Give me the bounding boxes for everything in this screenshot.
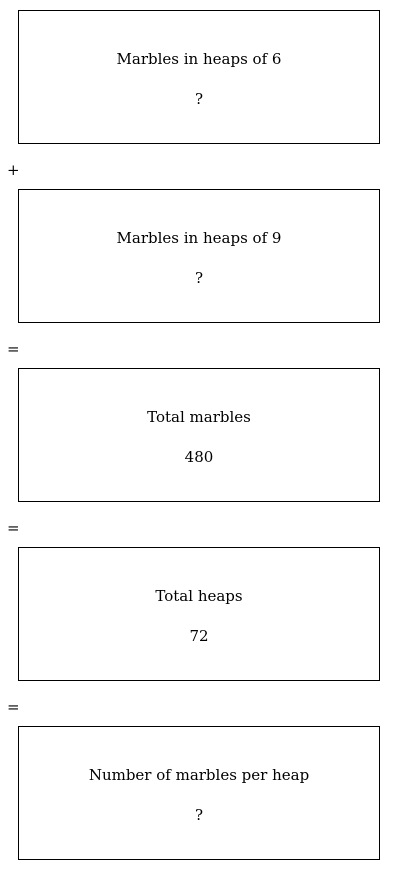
plus-operator: + bbox=[7, 161, 20, 179]
box-value: 72 bbox=[189, 627, 209, 645]
box-marbles-heaps-of-6: Marbles in heaps of 6 ? bbox=[18, 10, 380, 144]
box-value: 480 bbox=[184, 448, 214, 466]
box-label: Total heaps bbox=[155, 587, 243, 605]
box-label: Marbles in heaps of 6 bbox=[116, 50, 282, 68]
equals-operator: = bbox=[7, 340, 20, 358]
box-marbles-per-heap: Number of marbles per heap ? bbox=[18, 726, 380, 860]
equals-operator: = bbox=[7, 519, 20, 537]
box-value: ? bbox=[194, 806, 204, 824]
equals-operator: = bbox=[7, 698, 20, 716]
box-label: Marbles in heaps of 9 bbox=[116, 229, 282, 247]
box-marbles-heaps-of-9: Marbles in heaps of 9 ? bbox=[18, 189, 380, 323]
box-value: ? bbox=[194, 90, 204, 108]
box-total-marbles: Total marbles 480 bbox=[18, 368, 380, 502]
box-label: Total marbles bbox=[147, 408, 251, 426]
box-total-heaps: Total heaps 72 bbox=[18, 547, 380, 681]
box-label: Number of marbles per heap bbox=[88, 766, 310, 784]
box-value: ? bbox=[194, 269, 204, 287]
